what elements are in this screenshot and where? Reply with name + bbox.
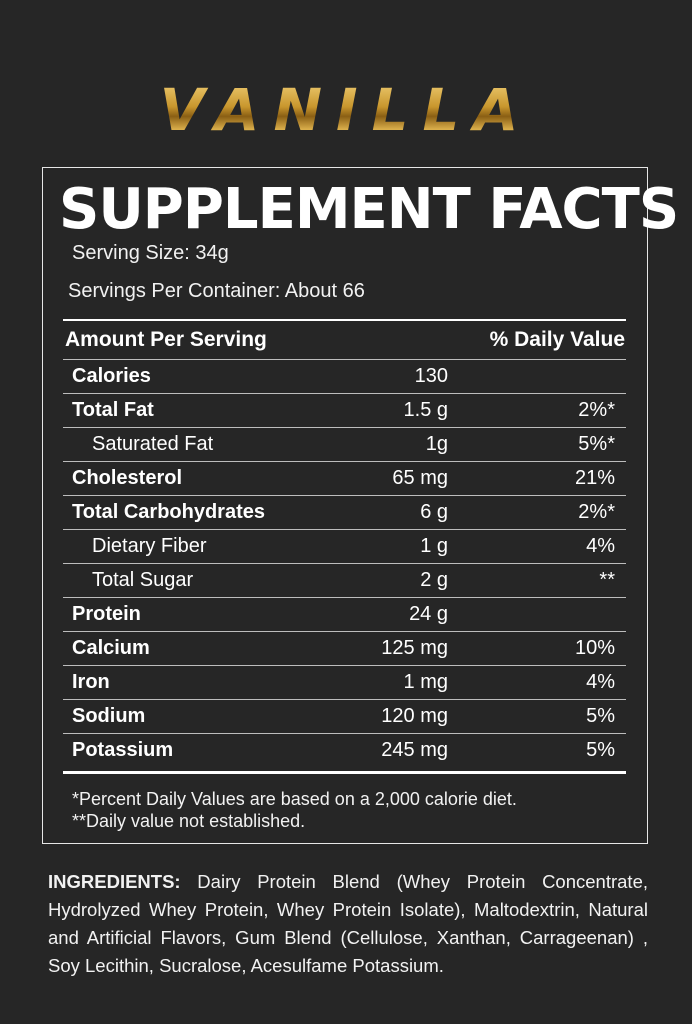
nutrient-daily-value: 5% bbox=[586, 739, 615, 761]
nutrient-name: Calcium bbox=[72, 637, 150, 659]
nutrient-name: Cholesterol bbox=[72, 467, 183, 489]
nutrient-name: Total Fat bbox=[72, 399, 154, 421]
header-daily-value: % Daily Value bbox=[489, 328, 625, 351]
supplement-facts-panel: SUPPLEMENT FACTS Serving Size: 34g Servi… bbox=[42, 167, 679, 844]
nutrient-row: Cholesterol 65 mg 21% bbox=[63, 461, 626, 495]
nutrient-amount: 65 mg bbox=[392, 467, 448, 489]
nutrient-daily-value: 5% bbox=[586, 705, 615, 727]
nutrient-daily-value: 21% bbox=[574, 467, 615, 489]
nutrient-daily-value: 4% bbox=[586, 671, 615, 693]
nutrient-name: Potassium bbox=[72, 739, 174, 761]
nutrient-row: Saturated Fat 1g 5%* bbox=[63, 427, 626, 461]
nutrient-row: Total Carbohydrates 6 g 2%* bbox=[63, 495, 626, 529]
nutrient-daily-value: 5%* bbox=[578, 433, 615, 455]
nutrient-amount: 1 g bbox=[420, 535, 448, 557]
footnote-daily-values: *Percent Daily Values are based on a 2,0… bbox=[72, 789, 517, 809]
nutrient-row: Potassium 245 mg 5% bbox=[63, 733, 626, 767]
nutrient-amount: 1g bbox=[425, 433, 448, 455]
nutrient-table: Calories 130 Total Fat 1.5 g 2%* Saturat… bbox=[63, 359, 626, 767]
table-header: Amount Per Serving % Daily Value bbox=[65, 322, 625, 358]
nutrient-row: Sodium 120 mg 5% bbox=[63, 699, 626, 733]
nutrient-amount: 1 mg bbox=[403, 671, 448, 693]
nutrient-daily-value: ** bbox=[599, 569, 615, 591]
nutrient-daily-value: 2%* bbox=[578, 501, 615, 523]
nutrient-name: Dietary Fiber bbox=[92, 535, 207, 557]
nutrient-name: Protein bbox=[72, 603, 141, 625]
nutrient-daily-value: 10% bbox=[574, 637, 615, 659]
nutrient-amount: 1.5 g bbox=[403, 399, 448, 421]
nutrient-name: Total Carbohydrates bbox=[72, 501, 265, 523]
divider-top bbox=[63, 319, 626, 321]
ingredients-text: Dairy Protein Blend (Whey Protein Concen… bbox=[48, 871, 648, 976]
nutrient-daily-value: 2%* bbox=[578, 399, 615, 421]
nutrient-amount: 130 bbox=[414, 365, 448, 387]
nutrient-name: Sodium bbox=[72, 705, 146, 727]
serving-size: Serving Size: 34g bbox=[72, 242, 229, 264]
nutrient-amount: 24 g bbox=[409, 603, 448, 625]
flavor-title: VANILLA bbox=[0, 78, 692, 142]
nutrient-amount: 245 mg bbox=[381, 739, 448, 761]
footnote-not-established: **Daily value not established. bbox=[72, 811, 306, 831]
nutrient-row: Total Sugar 2 g ** bbox=[63, 563, 626, 597]
servings-per-container: Servings Per Container: About 66 bbox=[68, 280, 365, 302]
nutrient-amount: 6 g bbox=[420, 501, 448, 523]
nutrient-row: Protein 24 g bbox=[63, 597, 626, 631]
facts-title: SUPPLEMENT FACTS bbox=[59, 177, 679, 242]
nutrient-row: Iron 1 mg 4% bbox=[63, 665, 626, 699]
nutrient-row: Dietary Fiber 1 g 4% bbox=[63, 529, 626, 563]
nutrient-daily-value: 4% bbox=[586, 535, 615, 557]
nutrient-name: Total Sugar bbox=[92, 569, 194, 591]
nutrient-name: Saturated Fat bbox=[92, 433, 214, 455]
header-amount-per-serving: Amount Per Serving bbox=[65, 328, 267, 351]
nutrient-amount: 120 mg bbox=[381, 705, 448, 727]
ingredients-list: INGREDIENTS: Dairy Protein Blend (Whey P… bbox=[48, 868, 648, 980]
nutrient-row: Total Fat 1.5 g 2%* bbox=[63, 393, 626, 427]
nutrient-row: Calories 130 bbox=[63, 359, 626, 393]
ingredients-label: INGREDIENTS: bbox=[48, 871, 181, 892]
divider-bottom bbox=[63, 771, 626, 774]
nutrient-name: Iron bbox=[72, 671, 110, 693]
nutrient-amount: 2 g bbox=[420, 569, 448, 591]
nutrient-row: Calcium 125 mg 10% bbox=[63, 631, 626, 665]
nutrient-amount: 125 mg bbox=[381, 637, 448, 659]
nutrient-name: Calories bbox=[72, 365, 151, 387]
